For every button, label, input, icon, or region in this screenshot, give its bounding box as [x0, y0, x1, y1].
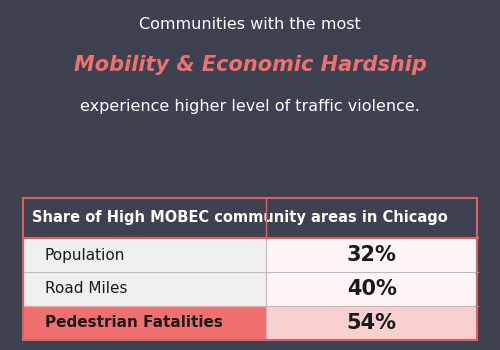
Bar [22, 238, 266, 272]
Text: Share of High MOBEC community areas in Chicago: Share of High MOBEC community areas in C… [32, 210, 448, 225]
Bar [266, 306, 478, 340]
Bar [266, 272, 478, 306]
Text: Road Miles: Road Miles [45, 281, 128, 296]
Text: Population: Population [45, 247, 126, 262]
Text: Communities with the most: Communities with the most [139, 17, 361, 32]
Bar [22, 272, 266, 306]
Bar [22, 198, 477, 238]
Bar [266, 238, 478, 272]
Text: 40%: 40% [347, 279, 397, 299]
Text: 32%: 32% [347, 245, 397, 265]
Text: experience higher level of traffic violence.: experience higher level of traffic viole… [80, 99, 420, 114]
Bar [22, 306, 266, 340]
Bar [22, 198, 477, 340]
Text: Pedestrian Fatalities: Pedestrian Fatalities [45, 315, 223, 330]
Text: Mobility & Economic Hardship: Mobility & Economic Hardship [74, 55, 426, 75]
Text: 54%: 54% [346, 313, 397, 332]
